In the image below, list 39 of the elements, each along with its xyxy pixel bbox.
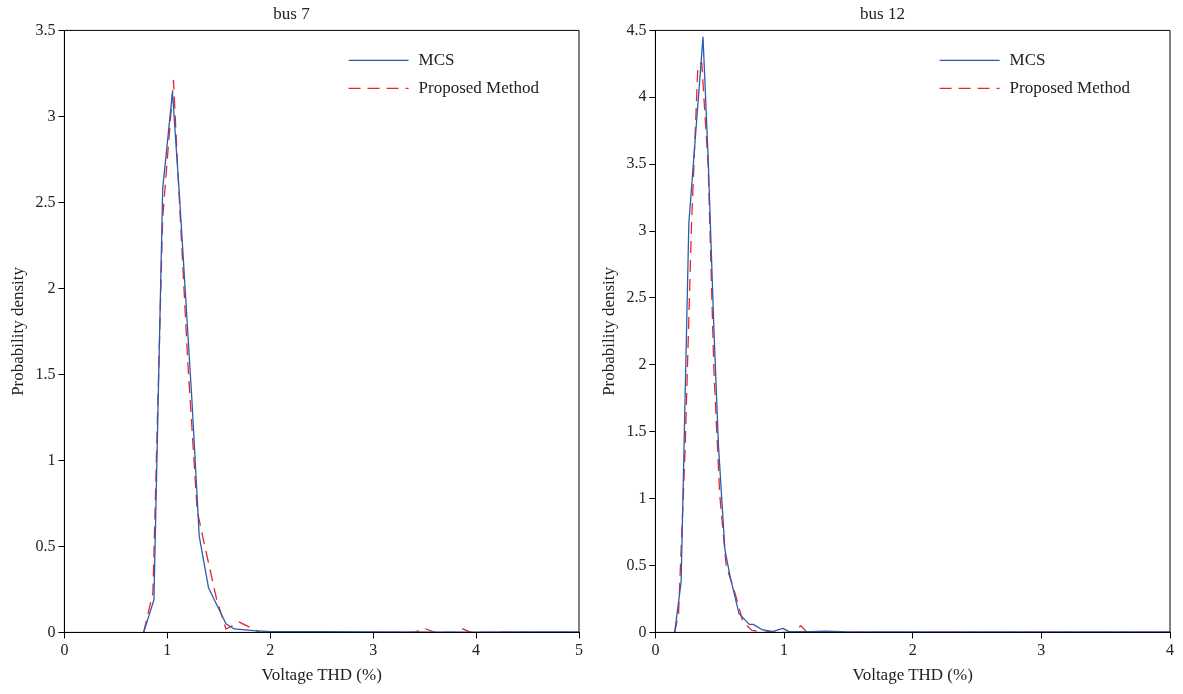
y-axis-title: Probability density xyxy=(7,266,27,396)
x-tick-label: 4 xyxy=(472,641,481,659)
x-tick-label: 0 xyxy=(60,641,69,659)
y-tick-label: 3 xyxy=(638,221,647,239)
y-tick-label: 2.5 xyxy=(626,288,647,306)
x-tick-label: 3 xyxy=(1037,641,1046,659)
y-tick-label: 0.5 xyxy=(35,536,56,554)
y-axis-title: Probability density xyxy=(598,266,618,396)
chart-title: bus 12 xyxy=(860,3,905,23)
y-tick-label: 1.5 xyxy=(35,364,56,382)
x-tick-label: 1 xyxy=(780,641,789,659)
y-tick-label: 1.5 xyxy=(626,421,647,439)
y-tick-label: 4.5 xyxy=(626,20,647,38)
y-tick-label: 2.5 xyxy=(35,192,56,210)
x-tick-label: 3 xyxy=(369,641,378,659)
x-tick-label: 1 xyxy=(163,641,172,659)
y-tick-label: 0 xyxy=(638,622,647,640)
x-tick-label: 4 xyxy=(1166,641,1174,659)
y-tick-label: 3.5 xyxy=(626,154,647,172)
x-tick-label: 5 xyxy=(575,641,583,659)
y-tick-label: 1 xyxy=(47,450,56,468)
y-tick-label: 2 xyxy=(638,355,647,373)
x-axis-title: Voltage THD (%) xyxy=(261,665,382,685)
y-tick-label: 2 xyxy=(47,278,56,296)
y-tick-label: 1 xyxy=(638,488,647,506)
y-tick-label: 3.5 xyxy=(35,20,56,38)
legend-label: MCS xyxy=(1009,49,1046,69)
y-tick-label: 0.5 xyxy=(626,555,647,573)
y-tick-label: 4 xyxy=(638,87,647,105)
x-tick-label: 2 xyxy=(908,641,917,659)
legend-label: MCS xyxy=(418,49,455,69)
legend-label: Proposed Method xyxy=(418,77,540,97)
x-axis-title: Voltage THD (%) xyxy=(852,665,973,685)
legend-label: Proposed Method xyxy=(1009,77,1131,97)
y-tick-label: 3 xyxy=(47,106,56,124)
y-tick-label: 0 xyxy=(47,622,56,640)
chart-title: bus 7 xyxy=(273,3,311,23)
x-tick-label: 2 xyxy=(266,641,275,659)
x-tick-label: 0 xyxy=(651,641,660,659)
